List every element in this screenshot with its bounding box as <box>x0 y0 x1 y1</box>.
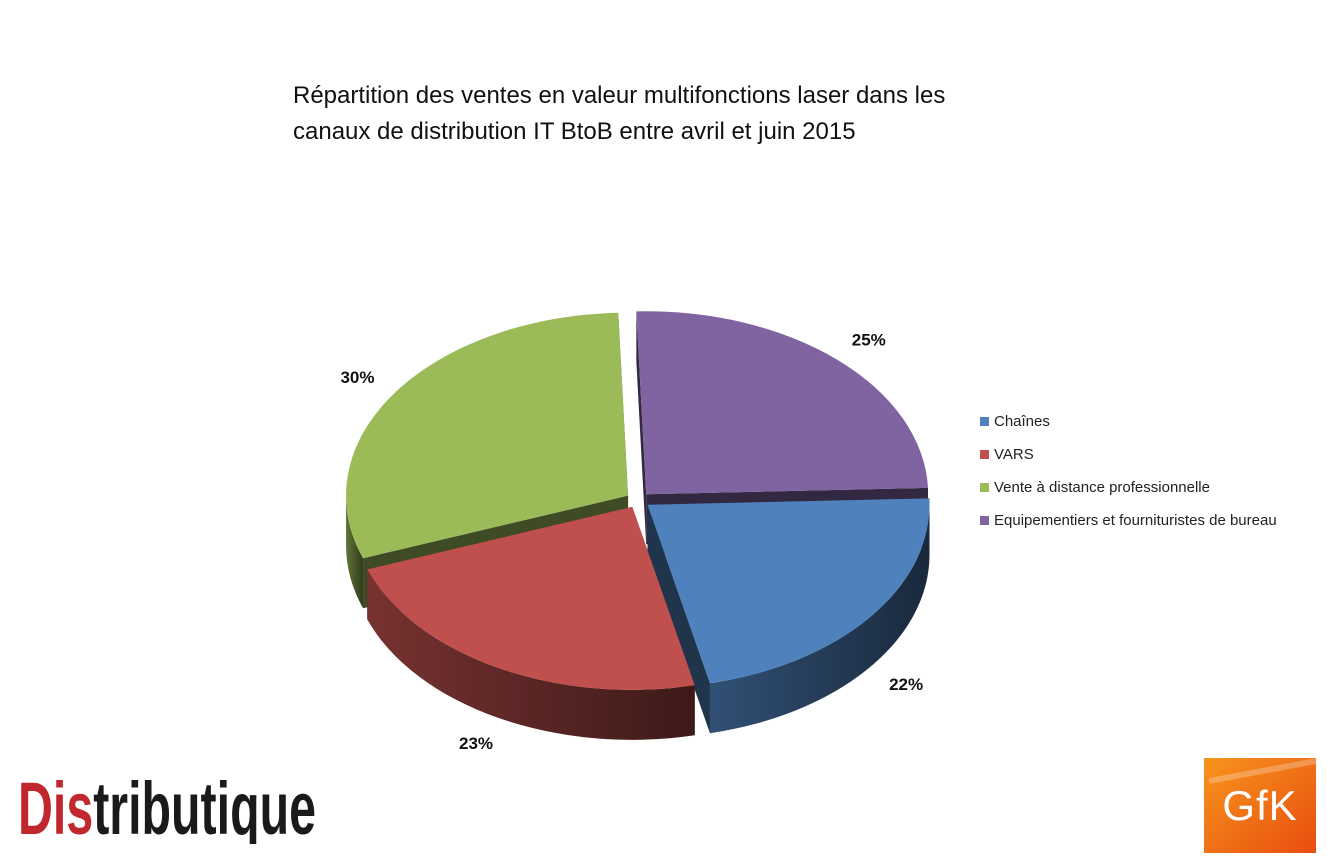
pie-data-label-3: 25% <box>852 330 886 349</box>
legend-item: Vente à distance professionnelle <box>980 471 1277 504</box>
pie-slice-3 <box>636 311 929 495</box>
legend: Chaînes VARS Vente à distance professionne… <box>980 405 1277 537</box>
pie-side-1 <box>367 569 695 740</box>
svg-text:GfK: GfK <box>1222 782 1297 829</box>
legend-swatch <box>980 417 989 426</box>
legend-swatch <box>980 450 989 459</box>
pie-slice-1 <box>367 506 695 690</box>
legend-label: VARS <box>994 446 1034 463</box>
pie-data-label-0: 22% <box>889 675 923 694</box>
chart-title: Répartition des ventes en valeur multifo… <box>293 82 946 145</box>
legend-swatch <box>980 483 989 492</box>
pie-slice-2 <box>346 312 629 559</box>
gfk-logo: GfK <box>1204 758 1316 853</box>
pie-tops <box>346 311 930 690</box>
legend-label: Equipementiers et fournituristes de bure… <box>994 512 1277 529</box>
pie-side-2 <box>346 495 364 609</box>
pie-wall-0-1 <box>647 504 710 734</box>
pie-side-0 <box>709 504 930 734</box>
pie-wall-3-0 <box>636 311 647 545</box>
legend-label: Vente à distance professionnelle <box>994 479 1210 496</box>
pie-data-label-2: 30% <box>340 368 374 387</box>
pie-slice-0 <box>647 498 930 684</box>
legend-item: VARS <box>980 438 1277 471</box>
pie-labels: 22% 23% 30% 25% <box>340 330 923 752</box>
legend-swatch <box>980 516 989 525</box>
svg-text:Distributique: Distributique <box>18 767 316 844</box>
distributique-logo: Distributique <box>18 767 316 844</box>
legend-item: Chaînes <box>980 405 1277 438</box>
pie-data-label-1: 23% <box>459 734 493 753</box>
legend-item: Equipementiers et fournituristes de bure… <box>980 504 1277 537</box>
legend-label: Chaînes <box>994 413 1050 430</box>
